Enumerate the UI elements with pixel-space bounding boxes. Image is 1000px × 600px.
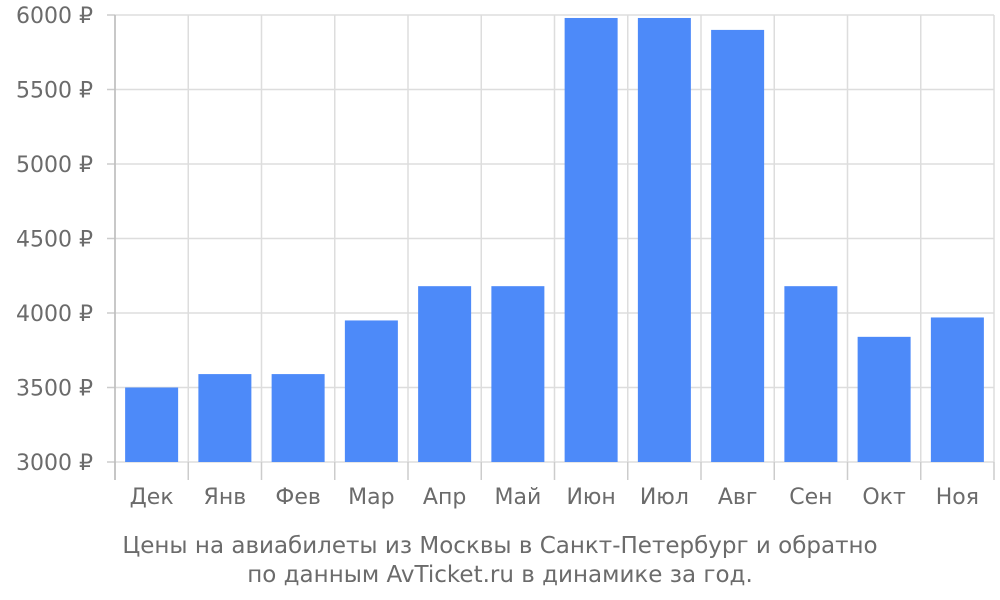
x-tick-label: Ноя xyxy=(936,485,979,510)
bar xyxy=(711,29,765,463)
y-tick-labels: 3000 ₽ 3500 ₽ 4000 ₽ 4500 ₽ 5000 ₽ 5500 ₽ 6000… xyxy=(16,4,93,476)
x-tick-label: Мар xyxy=(348,485,394,510)
y-tick-label: 3500 ₽ xyxy=(16,377,93,402)
x-tick-label: Янв xyxy=(204,485,247,510)
bar xyxy=(491,286,545,462)
bar xyxy=(271,374,325,462)
x-tick-label: Окт xyxy=(862,485,906,510)
bar xyxy=(637,17,691,462)
chart-caption-line-1: Цены на авиабилеты из Москвы в Санкт-Пет… xyxy=(122,533,878,559)
y-tick-label: 4500 ₽ xyxy=(16,228,93,253)
axes xyxy=(107,14,995,480)
y-tick-label: 5000 ₽ xyxy=(16,153,93,178)
y-tick-label: 4000 ₽ xyxy=(16,302,93,327)
bar xyxy=(564,17,618,462)
x-tick-label: Дек xyxy=(130,485,174,510)
x-tick-label: Фев xyxy=(275,485,320,510)
y-tick-label: 6000 ₽ xyxy=(16,4,93,29)
x-tick-label: Апр xyxy=(423,485,466,510)
bar xyxy=(930,317,984,462)
bar xyxy=(418,286,472,462)
x-tick-label: Июн xyxy=(566,485,615,510)
x-tick-label: Сен xyxy=(789,485,832,510)
bar xyxy=(857,336,911,462)
bars xyxy=(125,17,984,463)
x-tick-labels: Дек Янв Фев Мар Апр Май Июн Июл Авг Сен Окт Ноя xyxy=(130,485,979,510)
chart-caption-line-2: по данным AvTicket.ru в динамике за год. xyxy=(247,562,753,588)
bar xyxy=(125,387,179,462)
y-tick-label: 3000 ₽ xyxy=(16,451,93,476)
bar xyxy=(784,286,838,462)
y-tick-label: 5500 ₽ xyxy=(16,79,93,104)
grid-lines xyxy=(114,14,995,463)
bar xyxy=(198,374,252,462)
x-tick-label: Май xyxy=(494,485,541,510)
x-tick-label: Июл xyxy=(640,485,689,510)
bar xyxy=(344,320,398,462)
x-tick-label: Авг xyxy=(718,485,758,510)
